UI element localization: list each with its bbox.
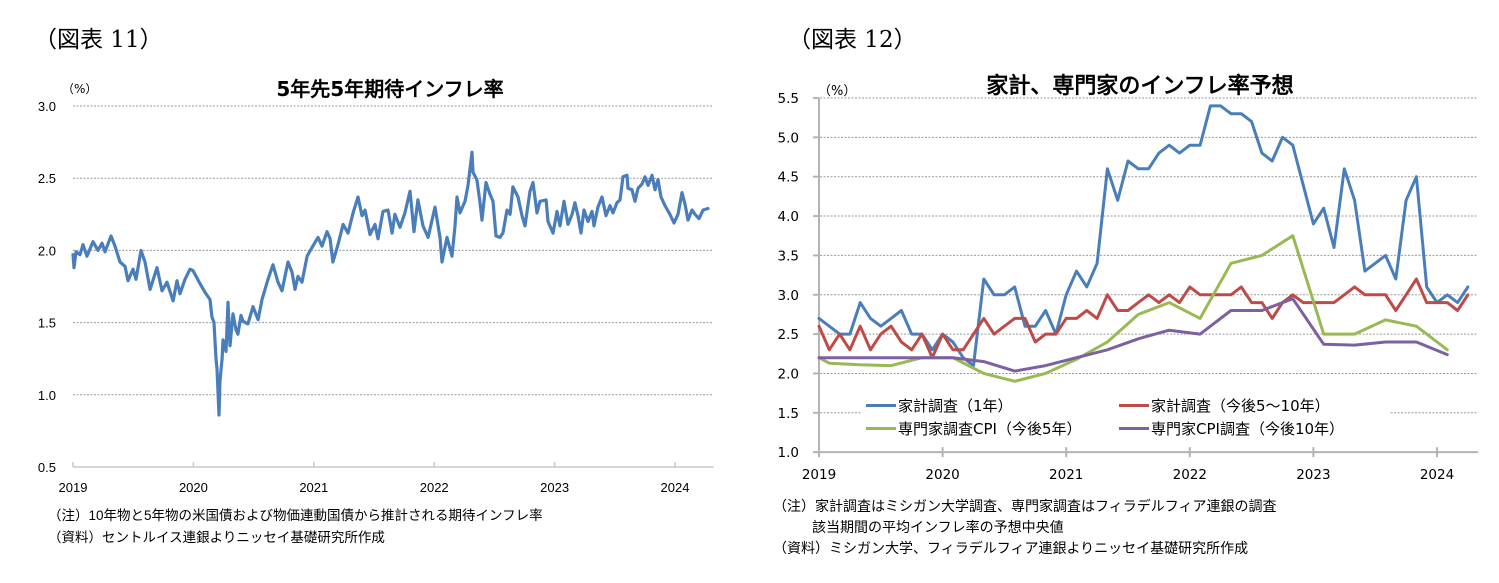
figure-label: （図表 11）	[34, 27, 163, 53]
y-tick-label: 3.5	[778, 248, 799, 264]
chart-title: 5年先5年期待インフレ率	[276, 77, 504, 101]
chart-title: 家計、専門家のインフレ率予想	[986, 74, 1294, 99]
footnote-note: （注）家計調査はミシガン大学調査、専門家調査はフィラデルフィア連銀の調査	[773, 498, 1277, 514]
x-tick-label: 2023	[540, 480, 569, 495]
legend-swatch	[866, 427, 896, 430]
y-tick-label: 3.0	[38, 99, 56, 114]
y-tick-label: 5.5	[778, 91, 799, 107]
legend-item-spf-cpi-10y: 専門家CPI調査（今後10年）	[1119, 418, 1344, 439]
y-tick-label: 5.0	[778, 130, 799, 146]
y-tick-label: 3.0	[778, 288, 799, 304]
x-tick-label: 2019	[802, 467, 836, 483]
y-tick-label: 2.0	[778, 366, 799, 382]
legend-label: 家計調査（1年）	[898, 397, 1013, 415]
legend-item-household-1y: 家計調査（1年）	[866, 395, 1013, 416]
x-tick-label: 2020	[179, 480, 208, 495]
footnote-source: （資料）ミシガン大学、フィラデルフィア連銀よりニッセイ基礎研究所作成	[773, 540, 1249, 556]
series-line-spf-cpi-10y	[817, 297, 1449, 373]
x-tick-label: 2022	[1173, 467, 1207, 483]
y-unit-label: （%）	[818, 84, 857, 99]
x-tick-label: 2022	[420, 480, 449, 495]
legend-item-spf-cpi-5y: 専門家調査CPI（今後5年）	[866, 418, 1082, 439]
x-tick-label: 2023	[1296, 467, 1330, 483]
y-tick-label: 1.5	[778, 406, 799, 422]
y-tick-label: 1.0	[38, 388, 56, 403]
y-tick-label: 1.5	[38, 316, 56, 331]
x-tick-label: 2021	[1049, 467, 1083, 483]
footnote-source: （資料）セントルイス連銀よりニッセイ基礎研究所作成	[48, 530, 385, 545]
legend-swatch	[1119, 404, 1149, 407]
footnote-note-continued: 該当期間の平均インフレ率の予想中央値	[812, 519, 1064, 535]
footnote-note: （注）10年物と5年物の米国債および物価連動国債から推計される期待インフレ率	[48, 508, 543, 523]
x-tick-label: 2024	[1420, 467, 1454, 483]
y-unit-label: （%）	[62, 82, 98, 96]
y-tick-label: 2.5	[38, 171, 56, 186]
series-line-spf-cpi-5y	[817, 234, 1449, 383]
legend-label: 専門家調査CPI（今後5年）	[898, 420, 1082, 438]
legend-label: 家計調査（今後5～10年）	[1151, 397, 1330, 415]
series-line-5y5y-breakeven	[71, 150, 710, 417]
series-line-household-1y	[817, 104, 1470, 368]
series-line-household-5-10y	[817, 277, 1470, 360]
y-tick-label: 1.0	[778, 445, 799, 461]
x-tick-label: 2020	[925, 467, 959, 483]
legend-swatch	[1119, 427, 1149, 430]
figure-label: （図表 12）	[788, 27, 917, 53]
legend: 家計調査（1年） 家計調査（今後5～10年） 専門家調査CPI（今後5年） 専門…	[862, 392, 1390, 440]
legend-label: 専門家CPI調査（今後10年）	[1151, 420, 1345, 438]
legend-item-household-5-10y: 家計調査（今後5～10年）	[1119, 395, 1330, 416]
y-tick-label: 4.5	[778, 170, 799, 186]
y-tick-label: 0.5	[38, 460, 56, 475]
y-tick-label: 2.0	[38, 243, 56, 258]
x-tick-label: 2021	[299, 480, 328, 495]
legend-swatch	[866, 404, 896, 407]
y-tick-label: 2.5	[778, 327, 799, 343]
y-tick-label: 4.0	[778, 209, 799, 225]
x-tick-label: 2019	[59, 480, 88, 495]
x-tick-label: 2024	[661, 480, 690, 495]
